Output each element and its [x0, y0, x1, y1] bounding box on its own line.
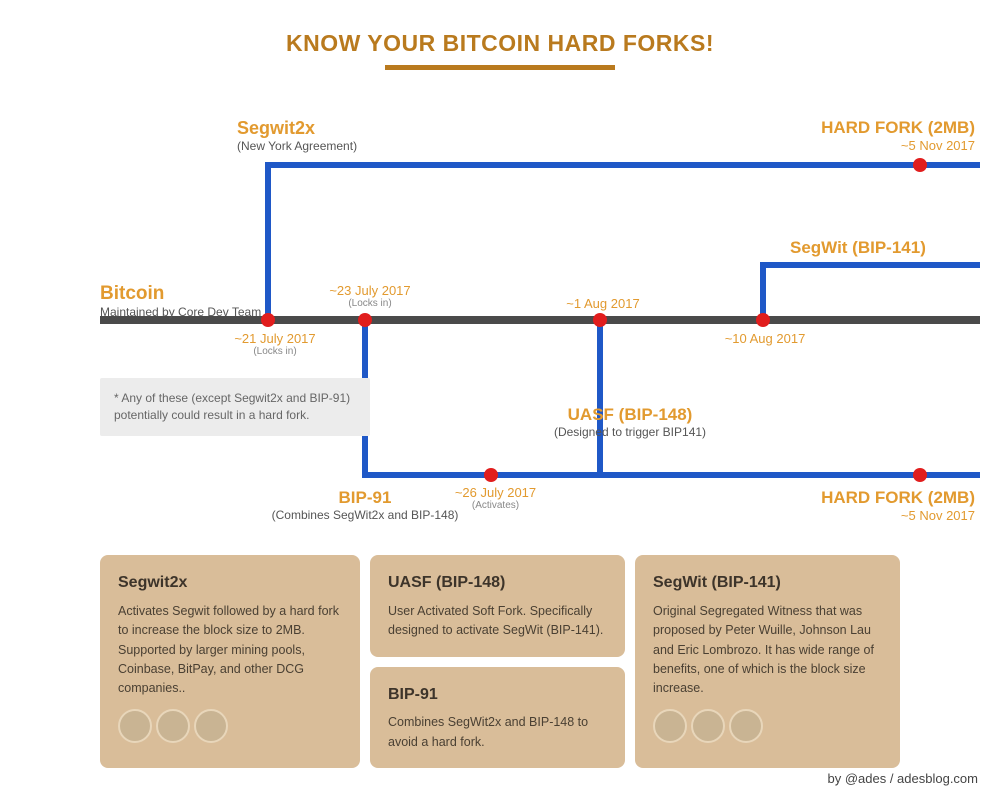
card-uasf: UASF (BIP-148) User Activated Soft Fork.… — [370, 555, 625, 657]
card-segwit141-body: Original Segregated Witness that was pro… — [653, 602, 882, 699]
dot-1aug — [593, 313, 607, 327]
card-segwit2x: Segwit2x Activates Segwit followed by a … — [100, 555, 360, 768]
avatar-icon — [156, 709, 190, 743]
dot-26jul — [484, 468, 498, 482]
bip91-label: BIP-91 (Combines SegWit2x and BIP-148) — [260, 488, 470, 522]
bip91-title: BIP-91 — [260, 488, 470, 508]
segwit141-label: SegWit (BIP-141) — [790, 238, 926, 258]
bitcoin-label: Bitcoin Maintained by Core Dev Team — [100, 283, 261, 319]
date-23jul: ~23 July 2017 (Locks in) — [325, 283, 415, 309]
bitcoin-title: Bitcoin — [100, 283, 261, 305]
dot-23jul — [358, 313, 372, 327]
avatar-icon — [118, 709, 152, 743]
uasf-title: UASF (BIP-148) — [530, 405, 730, 425]
hardfork-top-label: HARD FORK (2MB) ~5 Nov 2017 — [760, 118, 975, 153]
card-bip91-title: BIP-91 — [388, 683, 607, 708]
dot-21jul — [261, 313, 275, 327]
card-uasf-body: User Activated Soft Fork. Specifically d… — [388, 602, 607, 641]
note-text: * Any of these (except Segwit2x and BIP-… — [114, 391, 350, 422]
card-bip91: BIP-91 Combines SegWit2x and BIP-148 to … — [370, 667, 625, 769]
date-21jul-sub: (Locks in) — [230, 346, 320, 357]
card-bip91-body: Combines SegWit2x and BIP-148 to avoid a… — [388, 713, 607, 752]
uasf-label: UASF (BIP-148) (Designed to trigger BIP1… — [530, 405, 730, 439]
date-21jul: ~21 July 2017 (Locks in) — [230, 331, 320, 357]
date-10aug: ~10 Aug 2017 — [720, 331, 810, 346]
bip91-subtitle: (Combines SegWit2x and BIP-148) — [260, 508, 470, 522]
date-1aug: ~1 Aug 2017 — [558, 296, 648, 311]
page-title: KNOW YOUR BITCOIN HARD FORKS! — [0, 0, 1000, 70]
hardfork-top-date: ~5 Nov 2017 — [760, 138, 975, 153]
uasf-subtitle: (Designed to trigger BIP141) — [530, 425, 730, 439]
segwit141-title: SegWit (BIP-141) — [790, 238, 926, 258]
segwit2x-label: Segwit2x (New York Agreement) — [237, 118, 357, 153]
card-segwit141-avatars — [653, 709, 882, 743]
dot-10aug — [756, 313, 770, 327]
date-10aug-text: ~10 Aug 2017 — [720, 331, 810, 346]
avatar-icon — [194, 709, 228, 743]
hardfork-bottom-label: HARD FORK (2MB) ~5 Nov 2017 — [760, 488, 975, 523]
fork-diagram: Bitcoin Maintained by Core Dev Team Segw… — [0, 70, 1000, 510]
info-cards: Segwit2x Activates Segwit followed by a … — [100, 555, 900, 768]
avatar-icon — [653, 709, 687, 743]
card-segwit141: SegWit (BIP-141) Original Segregated Wit… — [635, 555, 900, 768]
date-1aug-text: ~1 Aug 2017 — [558, 296, 648, 311]
date-23jul-text: ~23 July 2017 — [325, 283, 415, 298]
bitcoin-subtitle: Maintained by Core Dev Team — [100, 305, 261, 319]
hardfork-top-title: HARD FORK (2MB) — [760, 118, 975, 138]
date-21jul-text: ~21 July 2017 — [230, 331, 320, 346]
card-segwit141-title: SegWit (BIP-141) — [653, 571, 882, 596]
hardfork-bottom-title: HARD FORK (2MB) — [760, 488, 975, 508]
branch-bip91 — [365, 320, 980, 475]
card-uasf-title: UASF (BIP-148) — [388, 571, 607, 596]
avatar-icon — [729, 709, 763, 743]
note-box: * Any of these (except Segwit2x and BIP-… — [100, 378, 370, 436]
segwit2x-subtitle: (New York Agreement) — [237, 139, 357, 153]
card-segwit2x-avatars — [118, 709, 342, 743]
card-segwit2x-title: Segwit2x — [118, 571, 342, 596]
credit-text: by @ades / adesblog.com — [827, 771, 978, 786]
card-segwit2x-body: Activates Segwit followed by a hard fork… — [118, 602, 342, 699]
dot-hardfork-top — [913, 158, 927, 172]
title-text: KNOW YOUR BITCOIN HARD FORKS! — [286, 30, 714, 56]
dot-hardfork-bottom — [913, 468, 927, 482]
date-23jul-sub: (Locks in) — [325, 298, 415, 309]
branch-segwit141 — [763, 265, 980, 320]
hardfork-bottom-date: ~5 Nov 2017 — [760, 508, 975, 523]
avatar-icon — [691, 709, 725, 743]
segwit2x-title: Segwit2x — [237, 118, 357, 139]
